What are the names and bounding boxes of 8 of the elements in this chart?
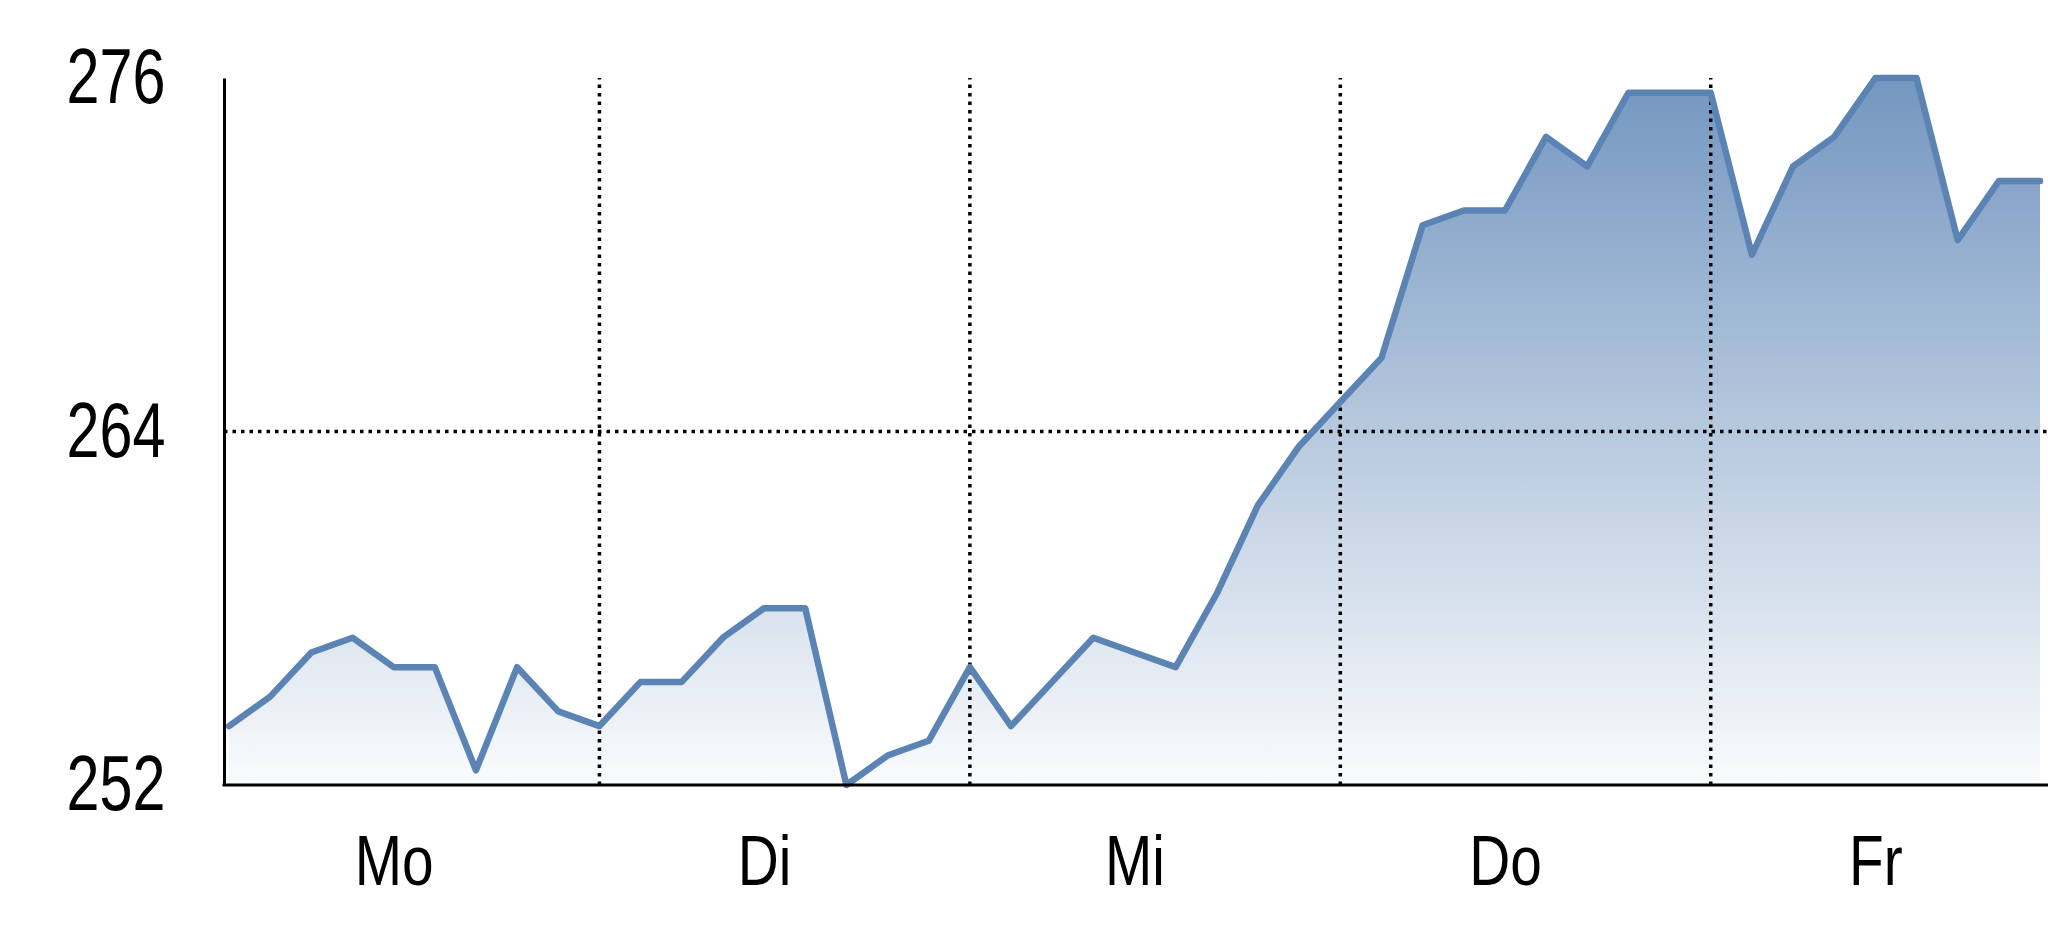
y-tick-label: 264 — [66, 387, 166, 474]
y-tick-label: 252 — [66, 740, 166, 827]
y-tick-label: 276 — [66, 33, 166, 120]
x-tick-label: Fr — [1849, 821, 1903, 901]
x-tick-label: Mo — [354, 821, 434, 901]
x-tick-label: Do — [1469, 821, 1542, 901]
x-tick-label: Di — [737, 821, 792, 901]
x-tick-label: Mi — [1105, 821, 1165, 901]
